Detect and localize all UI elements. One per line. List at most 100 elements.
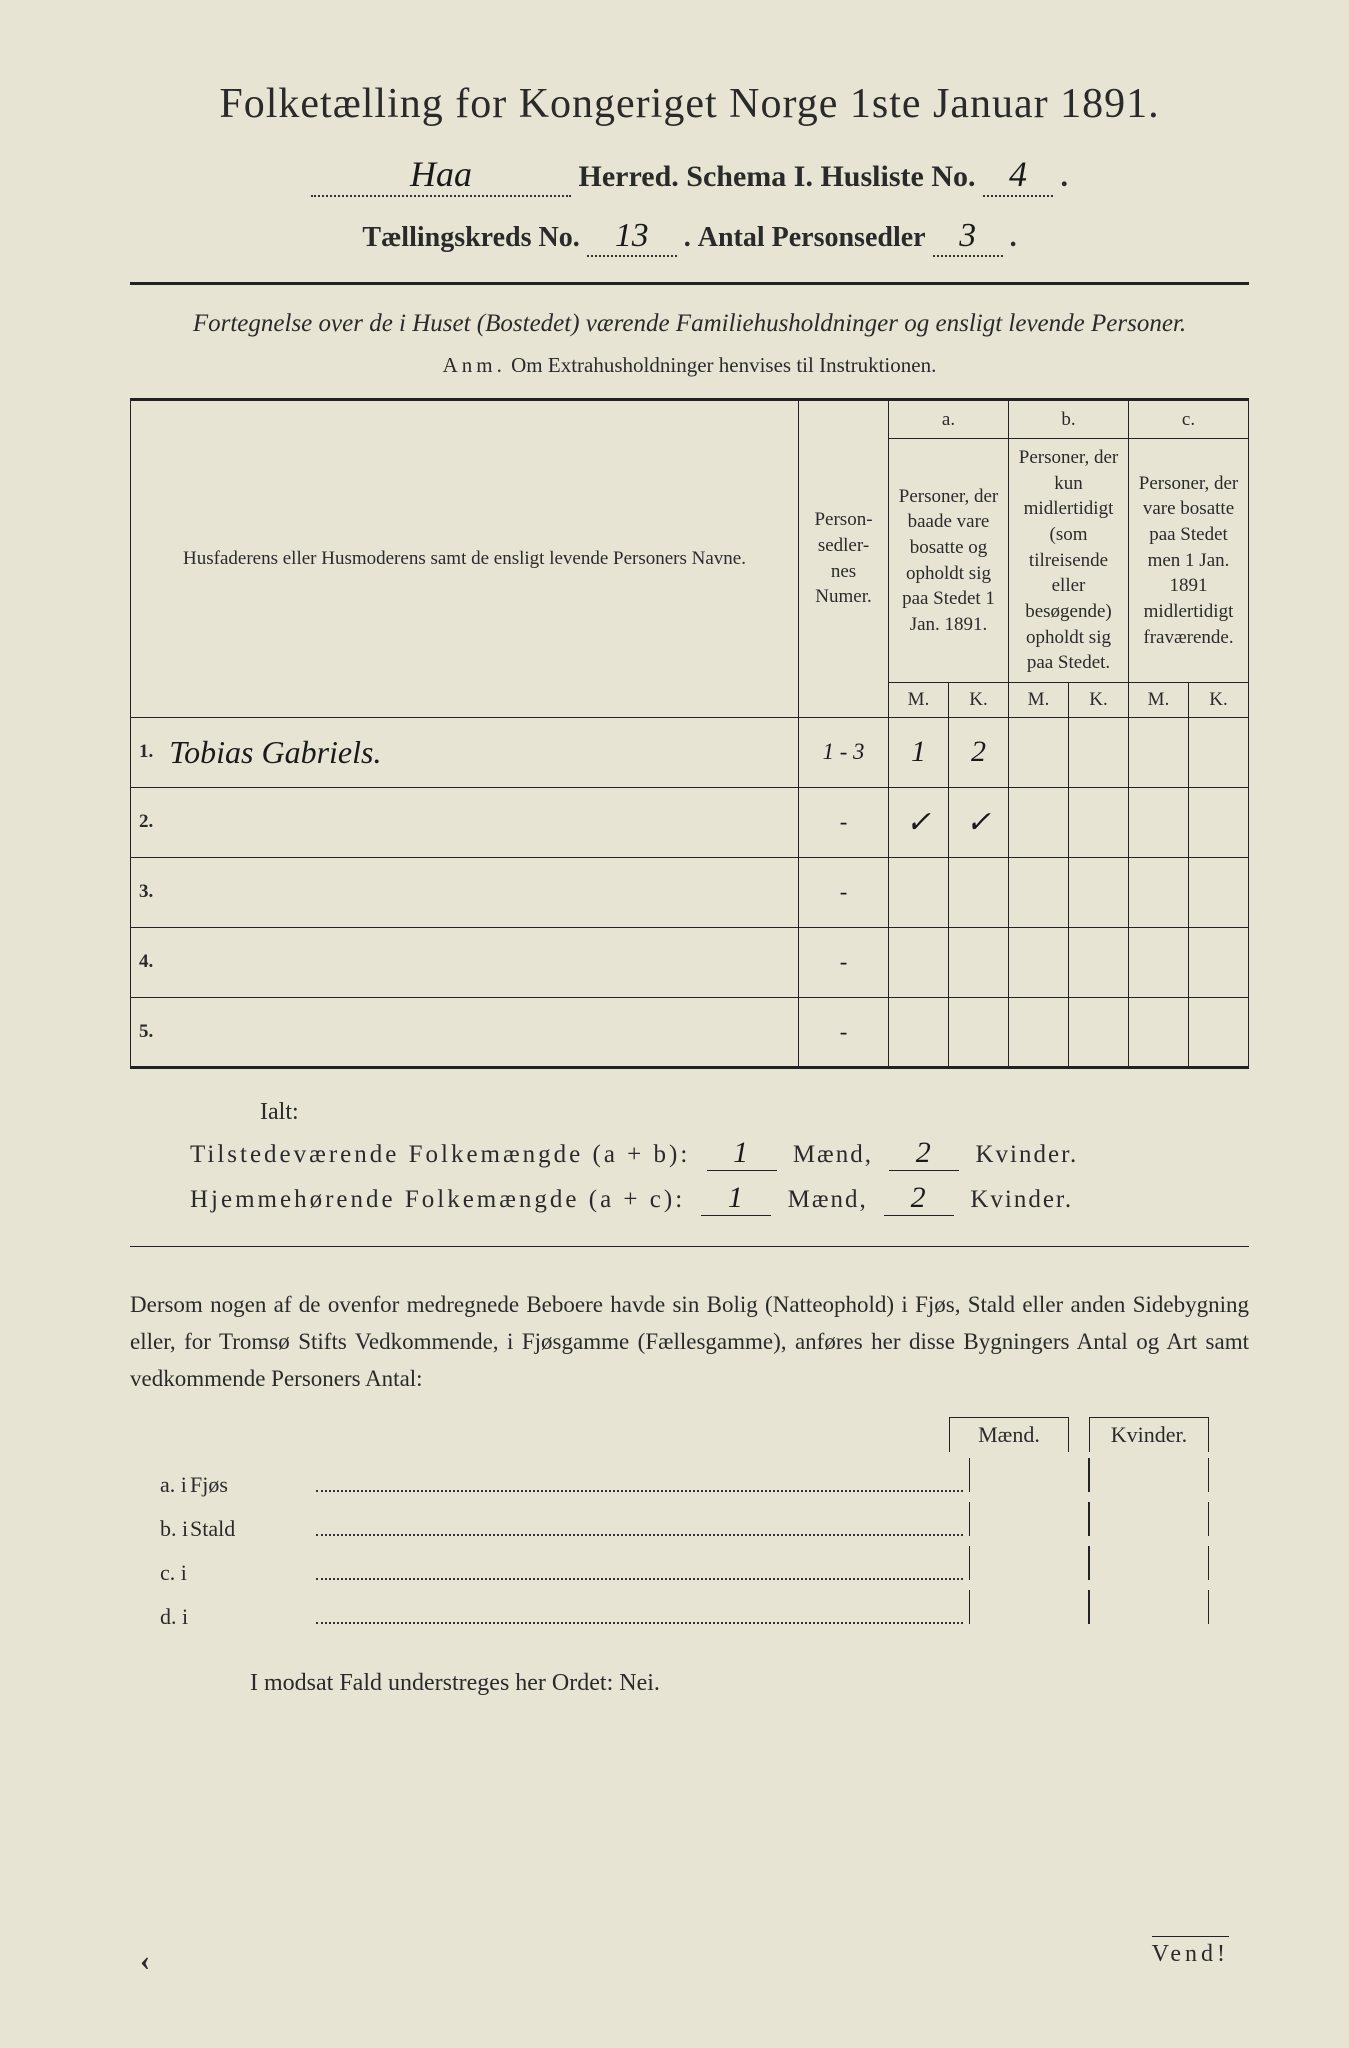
b-m-cell xyxy=(1009,787,1069,857)
side-box-m xyxy=(969,1590,1089,1624)
b-k-cell xyxy=(1069,787,1129,857)
side-box-k xyxy=(1089,1590,1209,1624)
c-k-cell xyxy=(1189,787,1249,857)
name-cell xyxy=(161,857,798,927)
rule xyxy=(130,1246,1249,1247)
subtitle: Fortegnelse over de i Huset (Bostedet) v… xyxy=(130,305,1249,343)
document-title: Folketælling for Kongeriget Norge 1ste J… xyxy=(130,80,1249,128)
c-m-cell xyxy=(1129,997,1189,1067)
sum1-k: 2 xyxy=(889,1136,959,1171)
a-m-cell: ✓ xyxy=(889,787,949,857)
side-box-m xyxy=(969,1502,1089,1536)
vend-label: Vend! xyxy=(1152,1936,1229,1968)
mk-k: Kvinder. xyxy=(1089,1417,1209,1452)
sum1-klabel: Kvinder. xyxy=(975,1141,1078,1168)
col-a-text: Personer, der baade vare bosatte og opho… xyxy=(889,439,1009,683)
a-m-cell xyxy=(889,857,949,927)
numer-cell: 1 - 3 xyxy=(799,717,889,787)
c-m-cell xyxy=(1129,787,1189,857)
side-dots xyxy=(316,1534,963,1536)
side-dots xyxy=(316,1578,963,1580)
sidebuilding-row: d. i xyxy=(130,1590,1249,1630)
sidebuilding-row: a. iFjøs xyxy=(130,1458,1249,1498)
husliste-label: Husliste No. xyxy=(820,160,975,193)
antal-value: 3 xyxy=(959,217,976,254)
side-box-k xyxy=(1089,1458,1209,1492)
kreds-label: Tællingskreds No. xyxy=(362,222,579,253)
b-m-cell xyxy=(1009,857,1069,927)
numer-cell: - xyxy=(799,787,889,857)
sum2-mlabel: Mænd, xyxy=(788,1186,868,1213)
c-k-cell xyxy=(1189,857,1249,927)
c-k-cell xyxy=(1189,927,1249,997)
schema-label: Schema I. xyxy=(686,160,813,193)
sum1-m: 1 xyxy=(707,1136,777,1171)
sidebuilding-row: c. i xyxy=(130,1546,1249,1586)
c-k-cell xyxy=(1189,717,1249,787)
husliste-value: 4 xyxy=(1009,154,1027,194)
numer-cell: - xyxy=(799,857,889,927)
b-m-cell xyxy=(1009,717,1069,787)
side-word: Stald xyxy=(190,1516,310,1542)
sum1-label: Tilstedeværende Folkemængde (a + b): xyxy=(190,1141,690,1168)
mk-header: Mænd. Kvinder. xyxy=(130,1417,1249,1452)
c-m-cell xyxy=(1129,857,1189,927)
corner-mark: ‹ xyxy=(140,1944,150,1978)
sum2-label: Hjemmehørende Folkemængde (a + c): xyxy=(190,1186,685,1213)
herred-value: Haa xyxy=(410,154,472,194)
side-box-k xyxy=(1089,1502,1209,1536)
sum2-m: 1 xyxy=(701,1181,771,1216)
sidebuilding-para: Dersom nogen af de ovenfor medregnede Be… xyxy=(130,1287,1249,1397)
b-k-cell xyxy=(1069,717,1129,787)
sidebuilding-row: b. iStald xyxy=(130,1502,1249,1542)
numer-cell: - xyxy=(799,927,889,997)
a-k-cell xyxy=(949,857,1009,927)
b-k-cell xyxy=(1069,997,1129,1067)
col-a-k: K. xyxy=(949,682,1009,717)
b-m-cell xyxy=(1009,997,1069,1067)
herred-label: Herred. xyxy=(579,160,679,193)
sum2-k: 2 xyxy=(884,1181,954,1216)
row-num: 1. xyxy=(131,717,162,787)
b-k-cell xyxy=(1069,857,1129,927)
col-b-k: K. xyxy=(1069,682,1129,717)
row-num: 4. xyxy=(131,927,162,997)
sum1-mlabel: Mænd, xyxy=(793,1141,873,1168)
col-numer: Person-sedler-nes Numer. xyxy=(799,399,889,717)
summary-home: Hjemmehørende Folkemængde (a + c): 1 Mæn… xyxy=(130,1181,1249,1216)
sum2-klabel: Kvinder. xyxy=(970,1186,1073,1213)
name-cell xyxy=(161,997,798,1067)
c-m-cell xyxy=(1129,717,1189,787)
mk-m: Mænd. xyxy=(949,1417,1069,1452)
anm-label: Anm. xyxy=(443,353,506,377)
col-a-label: a. xyxy=(889,399,1009,439)
side-lbl: b. i xyxy=(130,1516,190,1542)
anm-text: Om Extrahusholdninger henvises til Instr… xyxy=(511,353,936,377)
header-line-2: Tællingskreds No. 13 . Antal Personsedle… xyxy=(130,217,1249,257)
main-table: Husfaderens eller Husmoderens samt de en… xyxy=(130,398,1249,1069)
a-k-cell: ✓ xyxy=(949,787,1009,857)
col-name: Husfaderens eller Husmoderens samt de en… xyxy=(131,399,799,717)
name-cell xyxy=(161,927,798,997)
side-word: Fjøs xyxy=(190,1472,310,1498)
c-k-cell xyxy=(1189,997,1249,1067)
side-box-k xyxy=(1089,1546,1209,1580)
side-lbl: a. i xyxy=(130,1472,190,1498)
side-box-m xyxy=(969,1458,1089,1492)
side-dots xyxy=(316,1622,963,1624)
side-dots xyxy=(316,1490,963,1492)
col-a-m: M. xyxy=(889,682,949,717)
name-cell: Tobias Gabriels. xyxy=(161,717,798,787)
col-c-m: M. xyxy=(1129,682,1189,717)
side-lbl: c. i xyxy=(130,1560,190,1586)
ialt-label: Ialt: xyxy=(260,1099,1249,1126)
col-c-k: K. xyxy=(1189,682,1249,717)
a-m-cell xyxy=(889,927,949,997)
col-b-label: b. xyxy=(1009,399,1129,439)
anm-line: Anm. Om Extrahusholdninger henvises til … xyxy=(130,353,1249,378)
side-box-m xyxy=(969,1546,1089,1580)
header-line-1: Haa Herred. Schema I. Husliste No. 4 . xyxy=(130,153,1249,197)
modsat-line: I modsat Fald understreges her Ordet: Ne… xyxy=(250,1670,1249,1697)
col-c-text: Personer, der vare bosatte paa Stedet me… xyxy=(1129,439,1249,683)
a-k-cell: 2 xyxy=(949,717,1009,787)
